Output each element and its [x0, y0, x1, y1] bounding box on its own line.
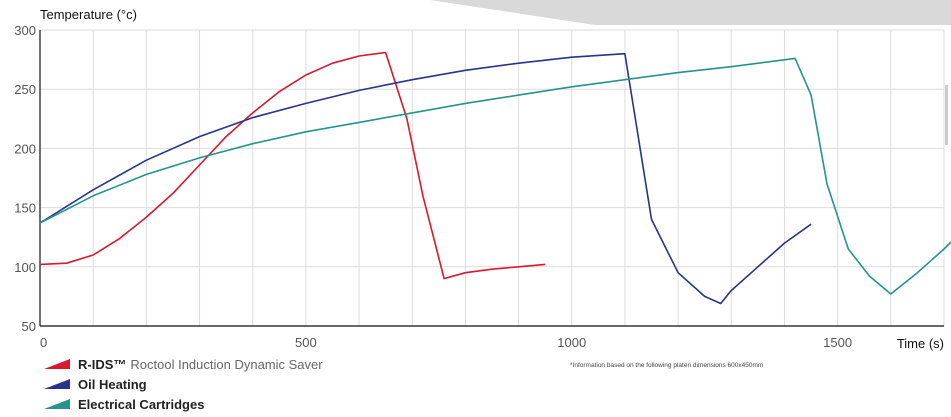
legend-item: R-IDS™ Roctool Induction Dynamic Saver — [44, 354, 323, 374]
series-lines — [39, 51, 951, 305]
legend-label: R-IDS™ — [78, 356, 127, 372]
decorative-gray-banner — [430, 0, 951, 25]
legend-swatch — [44, 379, 70, 389]
x-axis-title: Time (s) — [897, 336, 944, 351]
y-tick-label: 100 — [14, 260, 36, 275]
x-tick-label: 500 — [295, 335, 317, 350]
legend-swatch — [44, 399, 70, 409]
grid — [40, 29, 945, 326]
legend-label: Oil Heating — [78, 376, 147, 392]
scrollbar-thumb[interactable] — [945, 85, 948, 145]
series-line-electrical-cartridges — [39, 57, 951, 295]
legend-item: Electrical Cartridges — [44, 394, 323, 414]
y-tick-label: 200 — [14, 141, 36, 156]
x-tick-label: 0 — [40, 335, 47, 350]
legend-swatch — [44, 359, 70, 369]
legend-label: Electrical Cartridges — [78, 396, 205, 412]
y-tick-label: 250 — [14, 82, 36, 97]
series-line-oil-heating — [39, 52, 812, 305]
y-axis-title: Temperature (°c) — [40, 7, 137, 22]
legend: R-IDS™ Roctool Induction Dynamic Saver Oil… — [44, 354, 323, 414]
legend-item: Oil Heating — [44, 374, 323, 394]
y-tick-label: 50 — [22, 319, 36, 334]
legend-description: Roctool Induction Dynamic Saver — [130, 356, 323, 372]
x-tick-label: 1500 — [823, 335, 852, 350]
y-tick-label: 150 — [14, 201, 36, 216]
footnote: *Information based on the following plat… — [570, 362, 764, 369]
series-line-r-ids — [39, 51, 546, 280]
y-tick-label: 300 — [14, 23, 36, 38]
axes — [39, 30, 944, 327]
tick-labels: 50 100 150 200 250 300 0 500 1000 1500 — [14, 23, 852, 350]
x-tick-label: 1000 — [557, 335, 586, 350]
